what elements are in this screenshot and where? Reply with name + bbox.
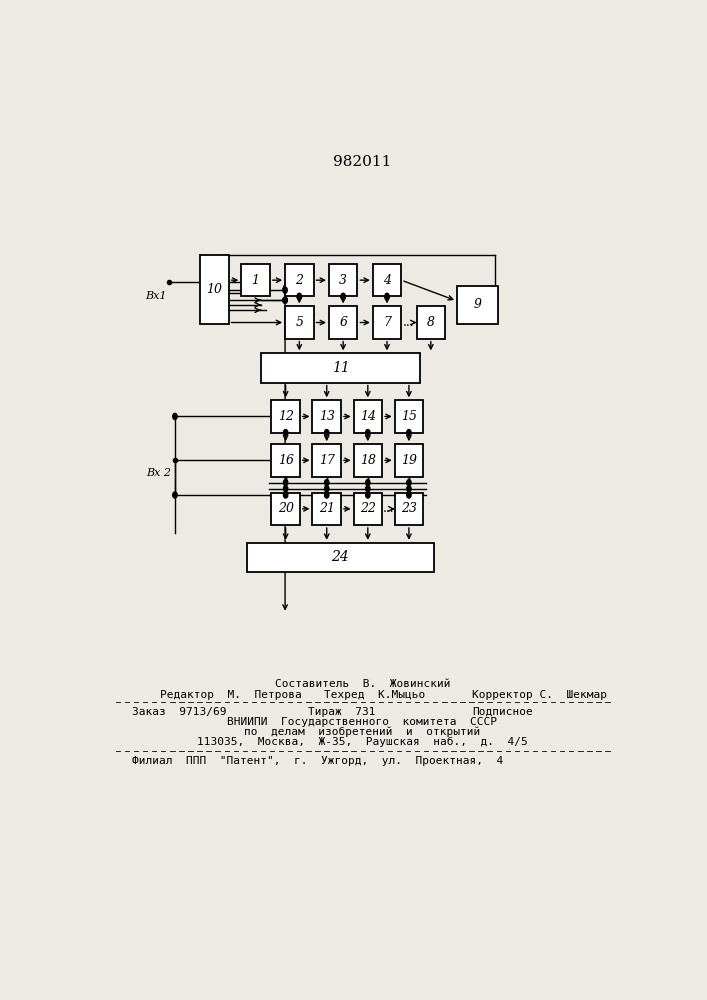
Text: ...: ... (382, 502, 395, 515)
Circle shape (407, 486, 411, 492)
Text: 11: 11 (332, 361, 349, 375)
Circle shape (407, 480, 411, 486)
Circle shape (366, 486, 370, 492)
Bar (271, 493, 300, 525)
Text: 16: 16 (278, 454, 293, 467)
Bar (261, 353, 420, 383)
Circle shape (407, 492, 411, 498)
Text: Заказ  9713/69: Заказ 9713/69 (132, 707, 227, 717)
Bar (373, 306, 402, 339)
Text: 24: 24 (332, 550, 349, 564)
Text: Корректор С.  Шекмар: Корректор С. Шекмар (472, 690, 607, 700)
Circle shape (325, 486, 329, 492)
Text: 3: 3 (339, 274, 347, 287)
Bar (395, 444, 423, 477)
Text: Филиал  ППП  "Патент",  г.  Ужгорд,  ул.  Проектная,  4: Филиал ППП "Патент", г. Ужгорд, ул. Прое… (132, 756, 503, 766)
Circle shape (325, 480, 329, 486)
Text: 22: 22 (360, 502, 376, 515)
Text: 21: 21 (319, 502, 334, 515)
Text: 10: 10 (206, 283, 223, 296)
Text: Редактор  М.  Петрова: Редактор М. Петрова (160, 690, 301, 700)
Circle shape (297, 293, 301, 299)
Circle shape (325, 430, 329, 436)
Text: 18: 18 (360, 454, 376, 467)
Bar (312, 493, 341, 525)
Bar (416, 306, 445, 339)
Circle shape (284, 486, 288, 492)
Text: 5: 5 (296, 316, 303, 329)
Bar (200, 255, 228, 324)
Text: 9: 9 (474, 298, 481, 311)
Circle shape (283, 287, 287, 293)
Bar (329, 306, 358, 339)
Circle shape (341, 293, 345, 299)
Bar (329, 264, 358, 296)
Circle shape (284, 480, 288, 486)
Text: Вх 2: Вх 2 (146, 468, 171, 478)
Text: 19: 19 (401, 454, 417, 467)
Bar (395, 400, 423, 433)
Bar (354, 444, 382, 477)
Text: Тираж  731: Тираж 731 (308, 707, 375, 717)
Bar (395, 493, 423, 525)
Text: 113035,  Москва,  Ж-35,  Раушская  наб.,  д.  4/5: 113035, Москва, Ж-35, Раушская наб., д. … (197, 737, 527, 747)
Bar (271, 444, 300, 477)
Text: 6: 6 (339, 316, 347, 329)
Circle shape (366, 492, 370, 498)
Text: 17: 17 (319, 454, 334, 467)
Circle shape (283, 297, 287, 303)
Circle shape (407, 430, 411, 436)
Text: по  делам  изобретений  и  открытий: по делам изобретений и открытий (244, 727, 481, 737)
Text: 13: 13 (319, 410, 334, 423)
Bar (354, 493, 382, 525)
Circle shape (284, 492, 288, 498)
Bar (247, 543, 433, 572)
Text: 4: 4 (383, 274, 391, 287)
Bar (285, 264, 314, 296)
Circle shape (284, 430, 288, 436)
Text: 7: 7 (383, 316, 391, 329)
Circle shape (366, 430, 370, 436)
Bar (312, 444, 341, 477)
Text: ВНИИПИ  Государственного  комитета  СССР: ВНИИПИ Государственного комитета СССР (228, 717, 497, 727)
Text: ...: ... (403, 316, 415, 329)
Text: 14: 14 (360, 410, 376, 423)
Text: Подписное: Подписное (472, 707, 532, 717)
Bar (271, 400, 300, 433)
Circle shape (173, 413, 177, 420)
Bar (285, 306, 314, 339)
Bar (457, 286, 498, 324)
Bar (241, 264, 270, 296)
Circle shape (283, 297, 287, 303)
Circle shape (173, 492, 177, 498)
Text: 982011: 982011 (333, 155, 392, 169)
Bar (354, 400, 382, 433)
Text: Составитель  В.  Жовинский: Составитель В. Жовинский (274, 679, 450, 689)
Circle shape (325, 492, 329, 498)
Text: 2: 2 (296, 274, 303, 287)
Bar (312, 400, 341, 433)
Text: Вх1: Вх1 (145, 291, 167, 301)
Text: Техред  К.Мыцьо: Техред К.Мыцьо (324, 690, 425, 700)
Text: 8: 8 (427, 316, 435, 329)
Text: 1: 1 (252, 274, 259, 287)
Text: 23: 23 (401, 502, 417, 515)
Bar (373, 264, 402, 296)
Circle shape (366, 480, 370, 486)
Circle shape (385, 293, 389, 299)
Text: 12: 12 (278, 410, 293, 423)
Text: 20: 20 (278, 502, 293, 515)
Text: 15: 15 (401, 410, 417, 423)
